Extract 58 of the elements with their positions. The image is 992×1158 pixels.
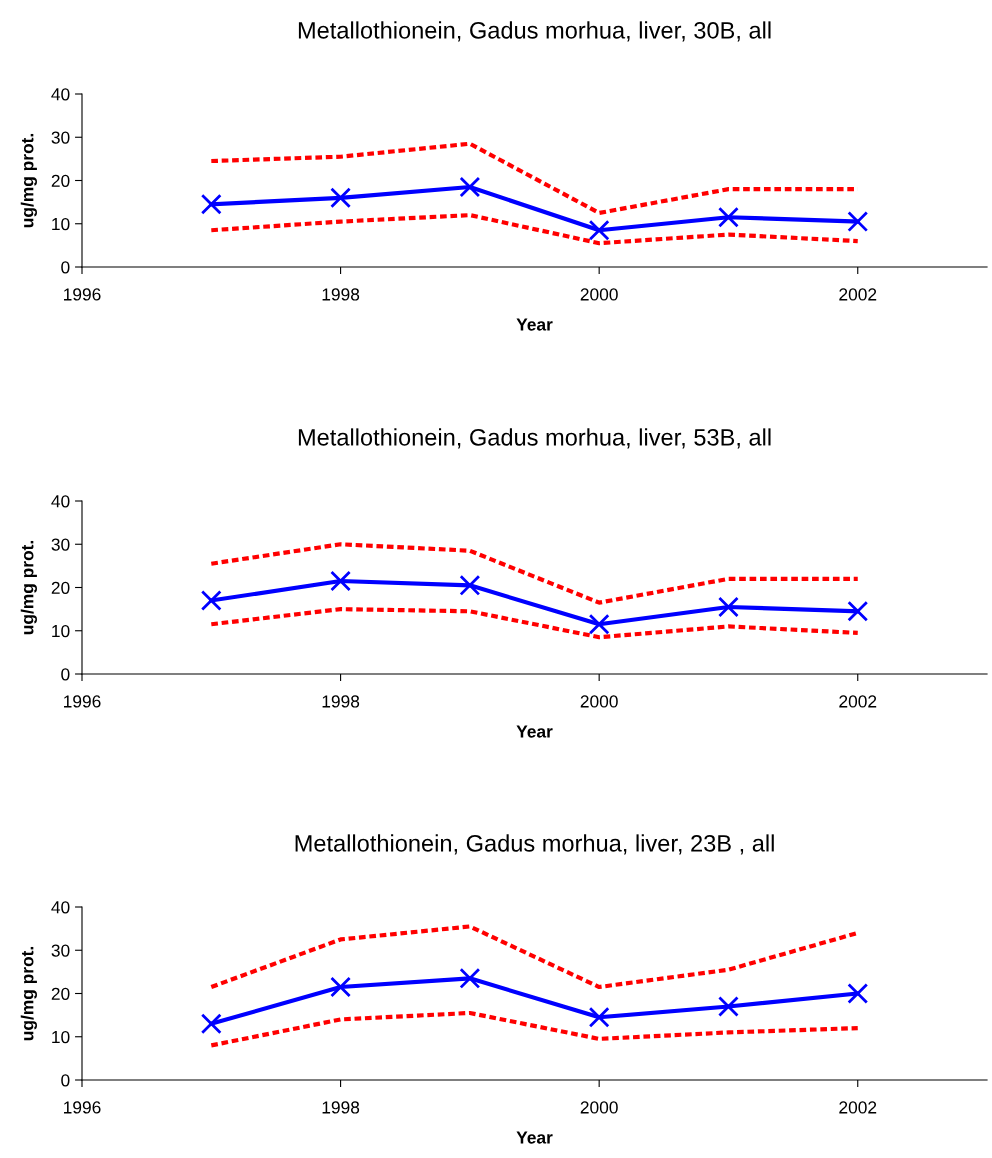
x-tick-label: 2000	[580, 695, 618, 708]
point	[330, 976, 351, 998]
x-tick-label: 1998	[322, 1101, 360, 1114]
x-axis-title: Year	[516, 725, 553, 738]
y-tick-label: 20	[51, 581, 70, 594]
y-tick-label: 20	[51, 174, 70, 187]
x-tick-label: 2002	[839, 1101, 877, 1114]
y-tick-label: 0	[61, 261, 70, 274]
y-axis-title: ug/mg prot.	[20, 540, 37, 635]
line-series	[209, 213, 860, 246]
x-tick-label: 1996	[64, 1101, 101, 1114]
x-tick-label: 1996	[64, 695, 101, 708]
x-tick-label: 1998	[322, 695, 360, 708]
y-tick-label: 40	[51, 495, 70, 508]
y-tick-label: 20	[51, 987, 70, 1000]
chart-title: Metallothionein, Gadus morhua, liver, 23B , all	[295, 834, 774, 855]
y-tick-label: 30	[51, 131, 70, 144]
point	[200, 1013, 222, 1035]
point	[847, 983, 869, 1004]
chart-title: Metallothionein, Gadus morhua, liver, 30B, all	[298, 21, 771, 42]
line-series	[209, 1010, 860, 1048]
y-tick-label: 30	[51, 538, 70, 551]
point	[459, 176, 481, 198]
chart-title: Metallothionein, Gadus morhua, liver, 53B, all	[298, 428, 771, 449]
y-tick-label: 0	[61, 668, 70, 681]
y-axis-title: ug/mg prot.	[20, 946, 37, 1041]
line-series	[209, 607, 860, 640]
x-tick-label: 2000	[580, 1101, 618, 1114]
point	[200, 590, 222, 611]
y-tick-label: 40	[51, 88, 70, 101]
y-tick-label: 0	[61, 1074, 70, 1087]
y-tick-label: 40	[51, 901, 70, 914]
point	[847, 600, 869, 622]
x-tick-label: 2000	[580, 288, 618, 301]
point	[718, 596, 739, 618]
y-axis-title: ug/mg prot.	[20, 133, 37, 228]
x-axis-title: Year	[516, 1131, 553, 1144]
point	[718, 206, 739, 228]
point	[330, 570, 351, 592]
point	[588, 219, 610, 241]
point	[200, 193, 222, 215]
line-series	[209, 542, 860, 605]
point	[459, 574, 481, 596]
y-tick-label: 30	[51, 944, 70, 957]
point	[718, 996, 739, 1017]
x-tick-label: 2002	[839, 695, 877, 708]
point	[588, 613, 610, 635]
point	[459, 967, 481, 989]
x-tick-label: 1998	[322, 288, 360, 301]
y-tick-label: 10	[52, 624, 70, 638]
point	[330, 187, 351, 209]
point	[588, 1006, 610, 1028]
x-axis-title: Year	[516, 318, 553, 331]
y-tick-label: 10	[52, 1030, 70, 1044]
point	[847, 211, 869, 233]
y-tick-label: 10	[52, 217, 70, 231]
x-tick-label: 2002	[839, 288, 877, 301]
x-tick-label: 1996	[64, 288, 101, 301]
